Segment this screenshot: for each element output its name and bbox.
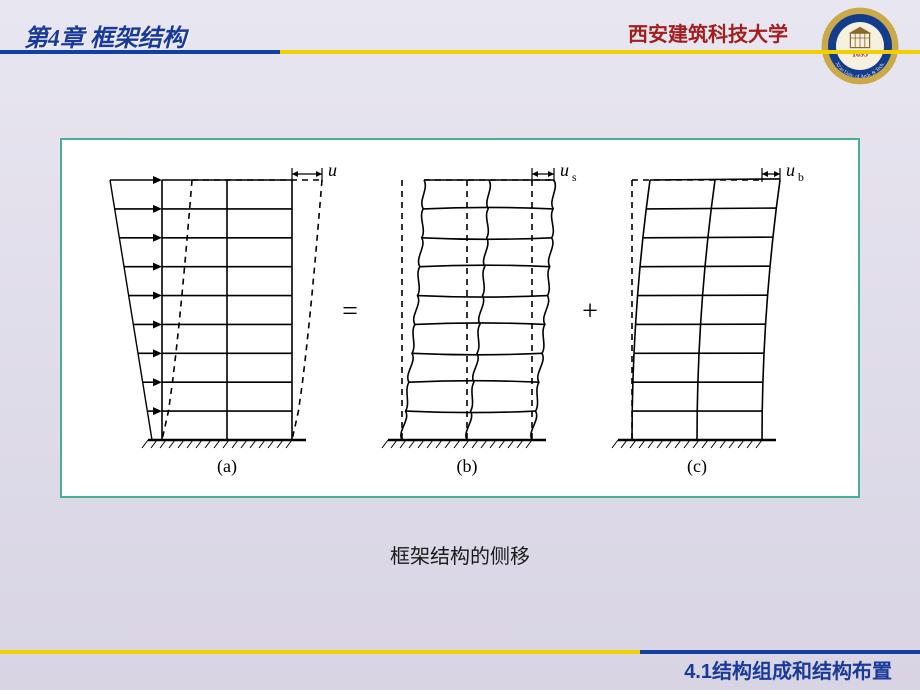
svg-text:(c): (c) bbox=[687, 456, 707, 477]
svg-text:u: u bbox=[328, 160, 337, 180]
svg-text:(b): (b) bbox=[457, 456, 478, 477]
svg-text:u: u bbox=[786, 160, 795, 180]
university-logo: 1895 Xi'an Univ. of Arch. & Tech. bbox=[820, 6, 900, 86]
svg-text:(a): (a) bbox=[217, 456, 237, 477]
header-rule bbox=[0, 50, 920, 54]
svg-text:s: s bbox=[572, 171, 577, 184]
svg-text:+: + bbox=[582, 296, 598, 327]
figure-caption: 框架结构的侧移 bbox=[0, 540, 920, 569]
university-name: 西安建筑科技大学 bbox=[628, 18, 788, 47]
svg-text:u: u bbox=[560, 160, 569, 180]
chapter-title: 第4章 框架结构 bbox=[24, 18, 186, 53]
svg-text:b: b bbox=[798, 171, 804, 184]
footer-rule bbox=[0, 650, 920, 654]
svg-text:=: = bbox=[342, 296, 358, 327]
diagram-svg: u(a)=us(b)+ub(c) bbox=[62, 140, 858, 496]
section-label: 4.1结构组成和结构布置 bbox=[684, 655, 892, 684]
slide-header: 第4章 框架结构 西安建筑科技大学 1895 Xi'an Univ. of Ar… bbox=[0, 0, 920, 50]
figure-container: u(a)=us(b)+ub(c) bbox=[60, 138, 860, 498]
